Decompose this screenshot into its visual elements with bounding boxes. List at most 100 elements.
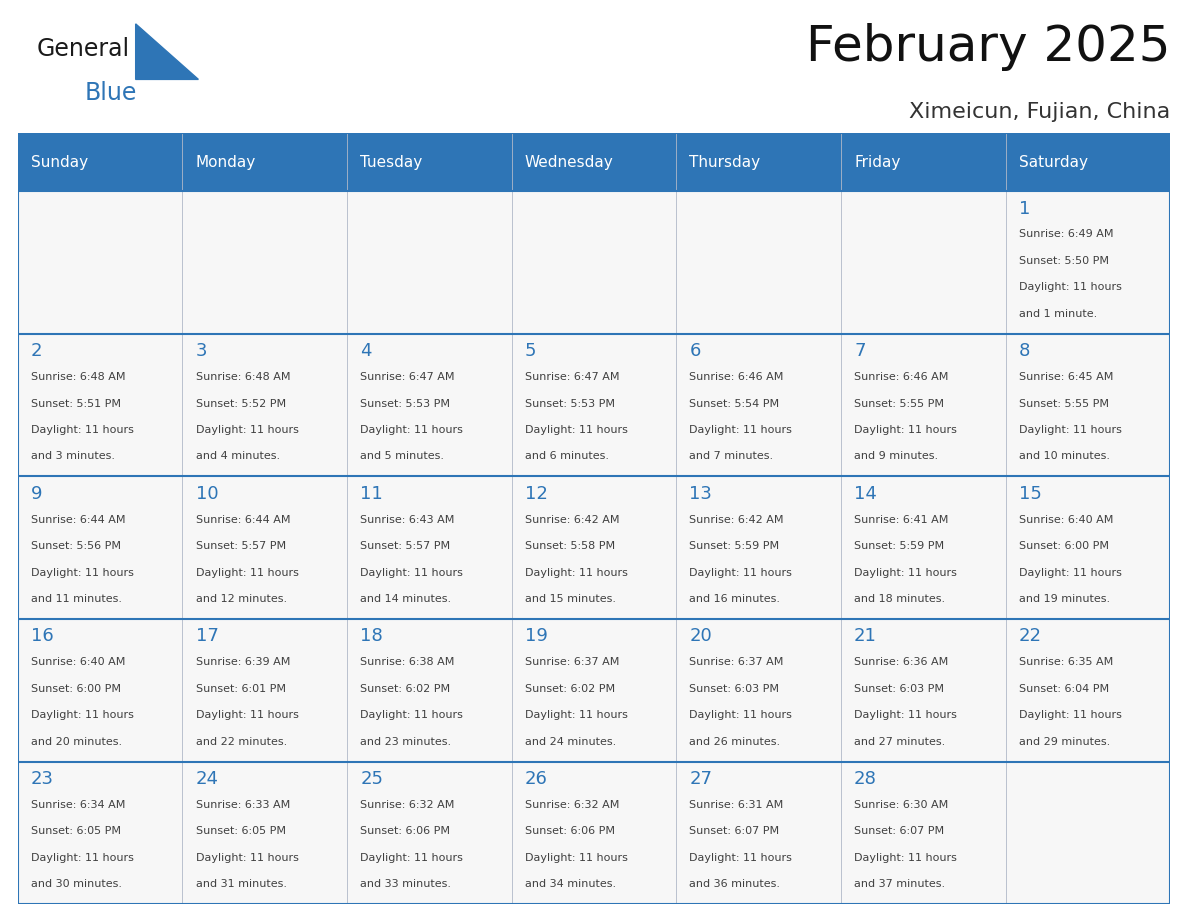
Text: Sunrise: 6:46 AM: Sunrise: 6:46 AM: [854, 372, 948, 382]
Text: and 18 minutes.: and 18 minutes.: [854, 594, 946, 604]
Text: and 37 minutes.: and 37 minutes.: [854, 879, 946, 890]
Bar: [512, 333, 676, 476]
Text: Daylight: 11 hours: Daylight: 11 hours: [525, 853, 627, 863]
Text: Daylight: 11 hours: Daylight: 11 hours: [525, 425, 627, 435]
Text: Daylight: 11 hours: Daylight: 11 hours: [525, 567, 627, 577]
Text: Sunrise: 6:42 AM: Sunrise: 6:42 AM: [525, 515, 619, 525]
Text: Sunset: 5:51 PM: Sunset: 5:51 PM: [31, 398, 121, 409]
Text: and 22 minutes.: and 22 minutes.: [196, 736, 286, 746]
Text: 8: 8: [1019, 342, 1030, 360]
Text: and 23 minutes.: and 23 minutes.: [360, 736, 451, 746]
Text: Sunset: 5:53 PM: Sunset: 5:53 PM: [525, 398, 615, 409]
Text: 19: 19: [525, 628, 548, 645]
Text: 25: 25: [360, 770, 384, 789]
Bar: [1005, 191, 1170, 333]
Text: Sunset: 5:52 PM: Sunset: 5:52 PM: [196, 398, 286, 409]
Text: Sunset: 6:05 PM: Sunset: 6:05 PM: [31, 826, 121, 836]
Text: Sunrise: 6:32 AM: Sunrise: 6:32 AM: [525, 800, 619, 810]
Text: and 5 minutes.: and 5 minutes.: [360, 452, 444, 461]
Text: and 33 minutes.: and 33 minutes.: [360, 879, 451, 890]
Bar: [1005, 619, 1170, 762]
Text: Sunrise: 6:48 AM: Sunrise: 6:48 AM: [196, 372, 290, 382]
Text: Daylight: 11 hours: Daylight: 11 hours: [854, 711, 958, 721]
Bar: [1005, 762, 1170, 904]
Text: 27: 27: [689, 770, 713, 789]
Text: Daylight: 11 hours: Daylight: 11 hours: [1019, 567, 1121, 577]
Text: Sunrise: 6:32 AM: Sunrise: 6:32 AM: [360, 800, 455, 810]
Text: Sunrise: 6:31 AM: Sunrise: 6:31 AM: [689, 800, 784, 810]
Text: and 10 minutes.: and 10 minutes.: [1019, 452, 1110, 461]
Text: and 29 minutes.: and 29 minutes.: [1019, 736, 1110, 746]
Text: Daylight: 11 hours: Daylight: 11 hours: [1019, 425, 1121, 435]
Text: Sunrise: 6:34 AM: Sunrise: 6:34 AM: [31, 800, 126, 810]
Text: Sunset: 5:57 PM: Sunset: 5:57 PM: [196, 542, 286, 551]
Text: 28: 28: [854, 770, 877, 789]
Text: and 11 minutes.: and 11 minutes.: [31, 594, 122, 604]
Text: Sunrise: 6:44 AM: Sunrise: 6:44 AM: [31, 515, 126, 525]
Text: and 24 minutes.: and 24 minutes.: [525, 736, 617, 746]
Text: Sunset: 5:50 PM: Sunset: 5:50 PM: [1019, 256, 1108, 266]
Text: Sunset: 6:07 PM: Sunset: 6:07 PM: [854, 826, 944, 836]
Bar: [18, 133, 1170, 191]
Text: 9: 9: [31, 485, 43, 503]
Text: Daylight: 11 hours: Daylight: 11 hours: [360, 425, 463, 435]
Text: Daylight: 11 hours: Daylight: 11 hours: [360, 853, 463, 863]
Text: Blue: Blue: [84, 81, 137, 105]
Text: Daylight: 11 hours: Daylight: 11 hours: [525, 711, 627, 721]
Text: Daylight: 11 hours: Daylight: 11 hours: [360, 711, 463, 721]
Text: Daylight: 11 hours: Daylight: 11 hours: [854, 425, 958, 435]
Bar: [183, 619, 347, 762]
Text: 2: 2: [31, 342, 43, 360]
Bar: [676, 191, 841, 333]
Text: 20: 20: [689, 628, 713, 645]
Bar: [18, 619, 183, 762]
Text: Sunset: 6:03 PM: Sunset: 6:03 PM: [689, 684, 779, 694]
Bar: [347, 476, 512, 619]
Text: Sunday: Sunday: [31, 154, 88, 170]
Text: 5: 5: [525, 342, 536, 360]
Text: Sunrise: 6:40 AM: Sunrise: 6:40 AM: [31, 657, 126, 667]
Text: and 12 minutes.: and 12 minutes.: [196, 594, 286, 604]
Text: and 1 minute.: and 1 minute.: [1019, 308, 1097, 319]
Text: Sunrise: 6:38 AM: Sunrise: 6:38 AM: [360, 657, 455, 667]
Text: Sunrise: 6:44 AM: Sunrise: 6:44 AM: [196, 515, 290, 525]
Text: and 7 minutes.: and 7 minutes.: [689, 452, 773, 461]
Bar: [18, 191, 183, 333]
Text: and 36 minutes.: and 36 minutes.: [689, 879, 781, 890]
Text: Sunrise: 6:41 AM: Sunrise: 6:41 AM: [854, 515, 948, 525]
Text: 22: 22: [1019, 628, 1042, 645]
Text: Sunset: 5:59 PM: Sunset: 5:59 PM: [689, 542, 779, 551]
Text: Sunset: 5:58 PM: Sunset: 5:58 PM: [525, 542, 615, 551]
Text: Thursday: Thursday: [689, 154, 760, 170]
Text: and 34 minutes.: and 34 minutes.: [525, 879, 617, 890]
Text: Daylight: 11 hours: Daylight: 11 hours: [196, 853, 298, 863]
Text: Saturday: Saturday: [1019, 154, 1088, 170]
Text: 24: 24: [196, 770, 219, 789]
Bar: [183, 333, 347, 476]
Bar: [676, 333, 841, 476]
Text: 23: 23: [31, 770, 53, 789]
Text: 21: 21: [854, 628, 877, 645]
Bar: [347, 191, 512, 333]
Text: Sunrise: 6:39 AM: Sunrise: 6:39 AM: [196, 657, 290, 667]
Text: 15: 15: [1019, 485, 1042, 503]
Text: and 27 minutes.: and 27 minutes.: [854, 736, 946, 746]
Bar: [347, 762, 512, 904]
Text: Monday: Monday: [196, 154, 255, 170]
Bar: [512, 191, 676, 333]
Text: Sunrise: 6:47 AM: Sunrise: 6:47 AM: [525, 372, 619, 382]
Text: and 4 minutes.: and 4 minutes.: [196, 452, 279, 461]
Text: Sunset: 6:06 PM: Sunset: 6:06 PM: [525, 826, 615, 836]
Text: Friday: Friday: [854, 154, 901, 170]
Text: and 6 minutes.: and 6 minutes.: [525, 452, 609, 461]
Text: Daylight: 11 hours: Daylight: 11 hours: [196, 567, 298, 577]
Text: 16: 16: [31, 628, 53, 645]
Text: 14: 14: [854, 485, 877, 503]
Bar: [183, 476, 347, 619]
Bar: [841, 191, 1005, 333]
Text: Daylight: 11 hours: Daylight: 11 hours: [1019, 711, 1121, 721]
Text: Sunrise: 6:42 AM: Sunrise: 6:42 AM: [689, 515, 784, 525]
Text: Sunset: 6:07 PM: Sunset: 6:07 PM: [689, 826, 779, 836]
Text: Sunset: 5:55 PM: Sunset: 5:55 PM: [854, 398, 944, 409]
Text: Daylight: 11 hours: Daylight: 11 hours: [1019, 282, 1121, 292]
